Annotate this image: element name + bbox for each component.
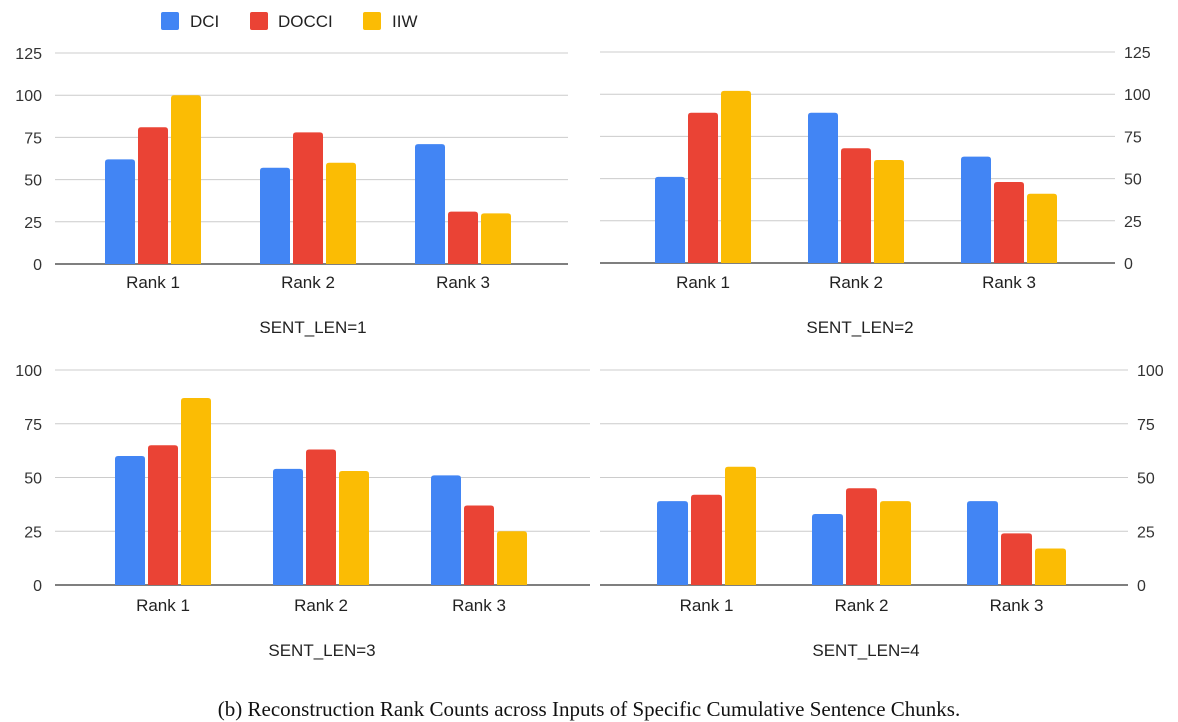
bar-iiw-rank-1: [171, 95, 201, 264]
bar-dci-rank-2: [808, 112, 838, 263]
y-tick-label: 0: [33, 578, 42, 595]
figure-caption: (b) Reconstruction Rank Counts across In…: [218, 697, 960, 721]
bar-docci-rank-1: [691, 494, 722, 585]
category-label-rank-2: Rank 2: [829, 273, 883, 292]
bar-iiw-rank-1: [721, 90, 751, 263]
bar-docci-rank-2: [841, 148, 871, 263]
legend-item-dci: DCI: [161, 12, 219, 31]
y-tick-label: 25: [24, 524, 42, 541]
bar-docci-rank-3: [994, 181, 1024, 263]
chart-title: SENT_LEN=3: [268, 641, 375, 660]
bar-docci-rank-3: [464, 505, 494, 585]
y-tick-label: 50: [1124, 172, 1142, 189]
y-tick-label: 100: [15, 88, 42, 105]
y-tick-label: 0: [33, 257, 42, 274]
category-label-rank-2: Rank 2: [294, 596, 348, 615]
bar-iiw-rank-2: [874, 160, 904, 263]
bar-docci-rank-2: [293, 132, 323, 264]
bar-dci-rank-3: [961, 156, 991, 263]
y-tick-label: 50: [24, 173, 42, 190]
bar-dci-rank-1: [115, 456, 145, 585]
y-tick-label: 50: [24, 471, 42, 488]
category-label-rank-3: Rank 3: [982, 273, 1036, 292]
legend-label-iiw: IIW: [392, 12, 418, 31]
chart-panel-3: 0 25 50 75 100 Rank 1 Rank 2 Rank 3 SENT_LEN=3: [15, 363, 590, 660]
category-label-rank-3: Rank 3: [436, 273, 490, 292]
legend-swatch-dci: [161, 12, 179, 30]
bar-iiw-rank-3: [1035, 548, 1066, 585]
y-tick-label: 125: [15, 46, 42, 63]
legend-swatch-iiw: [363, 12, 381, 30]
y-tick-label: 25: [1124, 214, 1142, 231]
bar-docci-rank-1: [688, 112, 718, 263]
legend-item-docci: DOCCI: [250, 12, 333, 31]
bar-iiw-rank-3: [1027, 193, 1057, 263]
category-label-rank-1: Rank 1: [676, 273, 730, 292]
category-label-rank-3: Rank 3: [452, 596, 506, 615]
bar-docci-rank-2: [306, 449, 336, 585]
chart-title: SENT_LEN=4: [812, 641, 919, 660]
bar-docci-rank-2: [846, 488, 877, 585]
bar-iiw-rank-3: [497, 531, 527, 585]
y-tick-label: 75: [24, 130, 42, 147]
chart-title: SENT_LEN=2: [806, 318, 913, 337]
y-tick-label: 25: [24, 215, 42, 232]
chart-panel-1: 0 25 50 75 100 125 Rank 1 Rank 2 Rank 3 SENT_LEN=…: [15, 46, 568, 337]
y-tick-label: 100: [1137, 363, 1164, 380]
y-tick-label: 0: [1137, 578, 1146, 595]
category-label-rank-1: Rank 1: [126, 273, 180, 292]
legend-label-docci: DOCCI: [278, 12, 333, 31]
bar-dci-rank-3: [967, 501, 998, 585]
bar-iiw-rank-3: [481, 213, 511, 264]
y-tick-label: 75: [1124, 129, 1142, 146]
bar-dci-rank-2: [273, 468, 303, 585]
bar-iiw-rank-1: [181, 397, 211, 585]
y-tick-label: 125: [1124, 45, 1151, 62]
chart-panels: 0 25 50 75 100 125 Rank 1 Rank 2 Rank 3 SENT_LEN=…: [15, 45, 1164, 660]
bar-docci-rank-3: [1001, 533, 1032, 585]
bar-dci-rank-2: [812, 514, 843, 585]
category-label-rank-2: Rank 2: [835, 596, 889, 615]
bar-dci-rank-1: [655, 176, 685, 263]
bar-dci-rank-1: [105, 159, 135, 264]
category-label-rank-3: Rank 3: [990, 596, 1044, 615]
chart-panel-4: 0 25 50 75 100 Rank 1 Rank 2 Rank 3 SENT_LEN=4: [600, 363, 1164, 660]
bar-dci-rank-2: [260, 167, 290, 264]
bar-dci-rank-3: [431, 475, 461, 585]
category-label-rank-2: Rank 2: [281, 273, 335, 292]
bar-iiw-rank-2: [339, 471, 369, 585]
y-tick-label: 50: [1137, 471, 1155, 488]
bar-iiw-rank-1: [725, 466, 756, 585]
legend-swatch-docci: [250, 12, 268, 30]
bar-docci-rank-1: [148, 445, 178, 585]
y-tick-label: 0: [1124, 256, 1133, 273]
y-tick-label: 100: [1124, 87, 1151, 104]
y-tick-label: 75: [1137, 417, 1155, 434]
legend: DCI DOCCI IIW: [161, 12, 418, 31]
bar-dci-rank-1: [657, 501, 688, 585]
bar-docci-rank-3: [448, 211, 478, 264]
chart-title: SENT_LEN=1: [259, 318, 366, 337]
chart-panel-2: 0 25 50 75 100 125 Rank 1 Rank 2 Rank 3 SENT_LEN=…: [600, 45, 1151, 337]
y-tick-label: 75: [24, 417, 42, 434]
legend-item-iiw: IIW: [363, 12, 418, 31]
category-label-rank-1: Rank 1: [136, 596, 190, 615]
bar-iiw-rank-2: [880, 501, 911, 585]
bar-iiw-rank-2: [326, 162, 356, 264]
bar-docci-rank-1: [138, 127, 168, 264]
y-tick-label: 100: [15, 363, 42, 380]
bar-dci-rank-3: [415, 144, 445, 264]
y-tick-label: 25: [1137, 524, 1155, 541]
legend-label-dci: DCI: [190, 12, 219, 31]
category-label-rank-1: Rank 1: [680, 596, 734, 615]
